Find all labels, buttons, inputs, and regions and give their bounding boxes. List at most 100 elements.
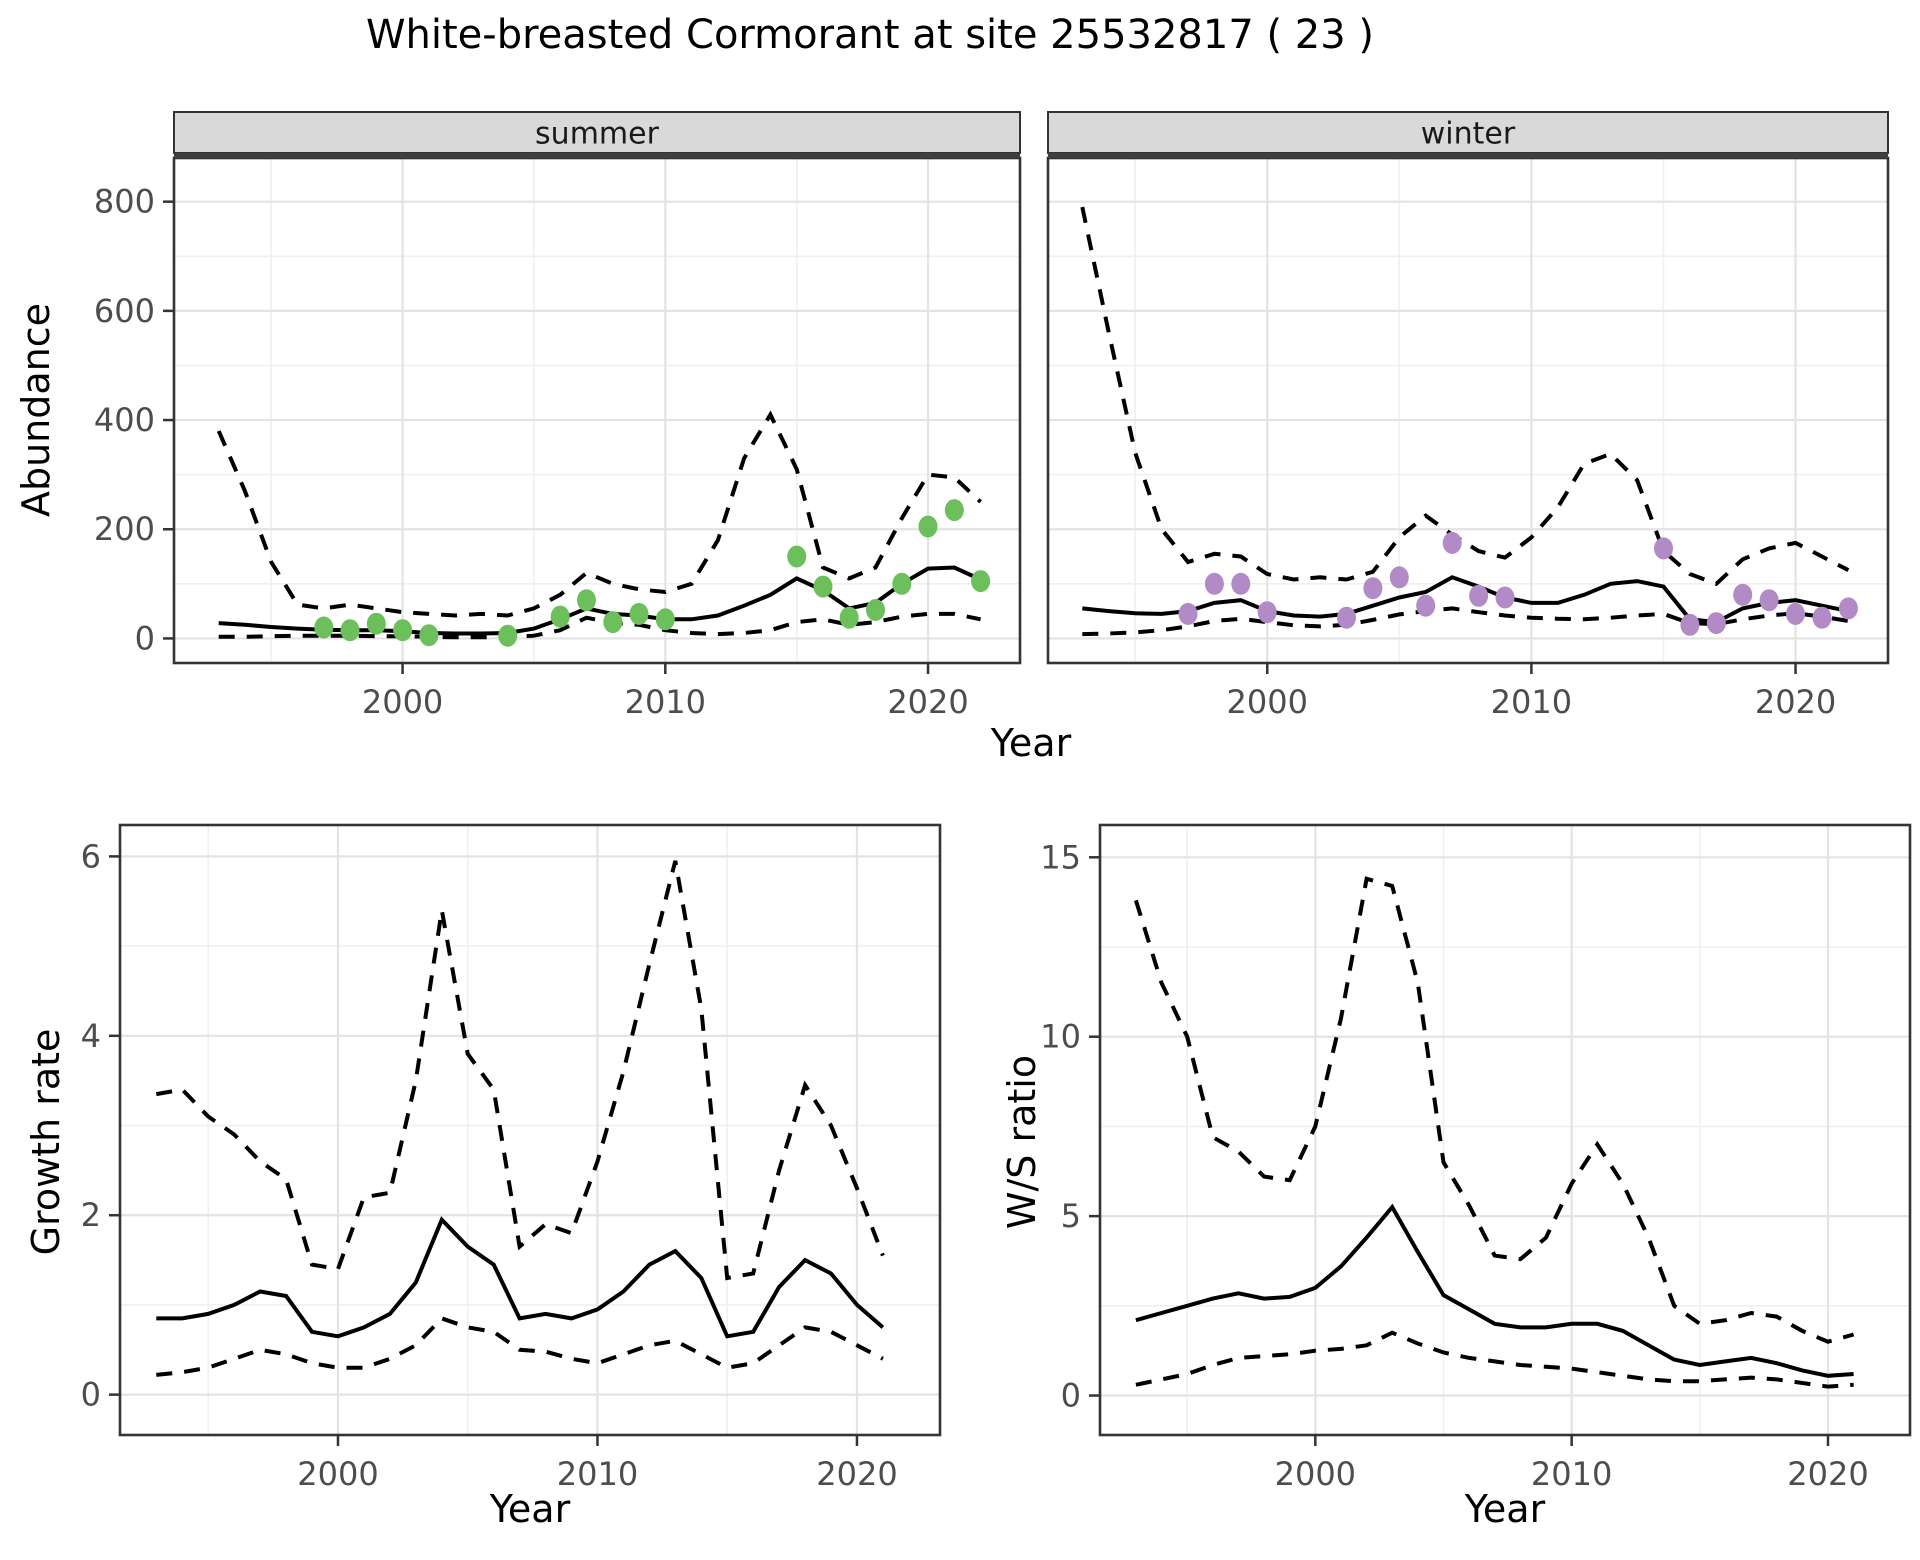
data-point <box>1759 589 1779 612</box>
y-tick-label: 0 <box>81 1376 101 1414</box>
y-axis-ticks: 0 200 400 600 800 <box>94 183 174 657</box>
x-tick-label: 2020 <box>1755 683 1836 721</box>
data-point <box>918 515 938 538</box>
data-point <box>655 608 675 631</box>
y-tick-label: 0 <box>1061 1377 1081 1415</box>
y-tick-label: 6 <box>81 837 101 875</box>
data-point <box>629 602 649 625</box>
observation-points <box>1178 531 1858 636</box>
gridlines-major <box>1048 158 1888 663</box>
y-axis-label-abundance: Abundance <box>14 302 58 518</box>
facet-strip: winter <box>1047 111 1889 158</box>
y-tick-label: 600 <box>94 292 155 330</box>
data-point <box>1469 584 1489 607</box>
facet-strip: summer <box>173 111 1021 158</box>
y-tick-label: 4 <box>81 1017 101 1055</box>
y-axis-ticks: 0 2 4 6 <box>81 837 120 1414</box>
data-point <box>1495 586 1515 609</box>
data-point <box>1786 602 1805 625</box>
summer-abundance-plot: summer 2000 2010 2020 0 200 400 600 800 <box>94 111 1022 721</box>
growth-rate-plot: 2000 2010 2020 0 2 4 6 <box>81 823 942 1493</box>
y-tick-label: 800 <box>94 183 155 221</box>
chart-title: White-breasted Cormorant at site 2553281… <box>365 12 1375 58</box>
y-tick-label: 2 <box>81 1196 101 1234</box>
data-point <box>1706 612 1726 635</box>
data-point <box>892 572 912 595</box>
fit-line <box>156 1216 885 1339</box>
y-tick-label: 0 <box>135 619 155 657</box>
data-point <box>1389 566 1409 589</box>
x-tick-label: 2000 <box>1275 1455 1356 1493</box>
facet-strip-label: summer <box>535 117 660 152</box>
data-point <box>1442 531 1462 554</box>
x-tick-label: 2010 <box>625 683 706 721</box>
fit-line <box>1135 1203 1854 1378</box>
bottom-axis-labels: Year Year <box>0 1487 1920 1539</box>
gridlines-major <box>174 158 1020 663</box>
x-axis-ticks: 2000 2010 2020 <box>1227 663 1836 721</box>
data-point <box>787 545 807 568</box>
data-point <box>393 619 413 642</box>
data-point <box>1231 572 1251 595</box>
ws-ratio-plot: 2000 2010 2020 0 5 10 15 <box>1040 823 1912 1493</box>
data-point <box>1838 597 1858 620</box>
data-point <box>419 624 439 647</box>
data-point <box>1733 583 1753 606</box>
panel-background <box>1100 825 1910 1435</box>
upper95-line <box>216 410 982 618</box>
y-tick-label: 400 <box>94 401 155 439</box>
x-axis-label-year-growth: Year <box>489 1487 571 1531</box>
data-point <box>1178 602 1198 625</box>
observation-points <box>314 499 991 647</box>
data-point <box>971 570 991 593</box>
data-point <box>550 605 570 628</box>
x-tick-label: 2000 <box>362 683 443 721</box>
data-point <box>366 612 386 635</box>
data-point <box>866 599 885 621</box>
gridlines-major <box>1100 825 1910 1435</box>
series-lines <box>1133 876 1855 1389</box>
x-tick-label: 2000 <box>1227 683 1308 721</box>
data-point <box>577 589 596 612</box>
data-point <box>839 606 859 629</box>
x-tick-label: 2010 <box>1531 1455 1612 1493</box>
data-point <box>813 575 833 598</box>
x-axis-ticks: 2000 2010 2020 <box>1275 1435 1869 1493</box>
data-point <box>1654 537 1673 560</box>
x-axis-label-year-ws: Year <box>1464 1487 1546 1531</box>
x-tick-label: 2020 <box>816 1455 897 1493</box>
gridlines-minor <box>174 158 1020 663</box>
x-tick-label: 2010 <box>557 1455 638 1493</box>
facet-strip-label: winter <box>1421 117 1516 152</box>
data-point <box>1680 613 1700 636</box>
data-point <box>498 624 518 647</box>
x-tick-label: 2000 <box>297 1455 378 1493</box>
y-tick-label: 5 <box>1061 1197 1081 1235</box>
panel-background <box>120 825 940 1435</box>
data-point <box>1204 572 1224 595</box>
data-point <box>1257 601 1277 624</box>
x-tick-label: 2020 <box>887 683 968 721</box>
winter-abundance-plot: winter 2000 2010 2020 <box>1046 111 1890 721</box>
gridlines-major <box>120 825 940 1435</box>
upper95-line <box>1080 206 1850 587</box>
data-point <box>1812 606 1832 629</box>
data-point <box>603 611 623 634</box>
data-point <box>1416 594 1436 617</box>
y-axis-ticks: 0 5 10 15 <box>1040 838 1100 1415</box>
x-axis-label-year-top: Year <box>990 721 1072 765</box>
y-tick-label: 10 <box>1040 1018 1081 1056</box>
data-point <box>340 619 360 642</box>
upper95-line <box>155 860 885 1281</box>
gridlines-minor <box>1100 825 1910 1435</box>
y-tick-label: 200 <box>94 510 155 548</box>
series-lines <box>155 860 885 1377</box>
lower95-line <box>156 1316 884 1377</box>
data-point <box>314 616 334 639</box>
bottom-plots-row: 2000 2010 2020 0 2 4 6 2000 2010 2020 0 5 10 15 <box>81 823 1920 1493</box>
panel-background <box>1048 158 1888 663</box>
x-axis-ticks: 2000 2010 2020 <box>362 663 969 721</box>
data-point <box>1337 606 1356 629</box>
panel-border <box>118 823 942 1437</box>
